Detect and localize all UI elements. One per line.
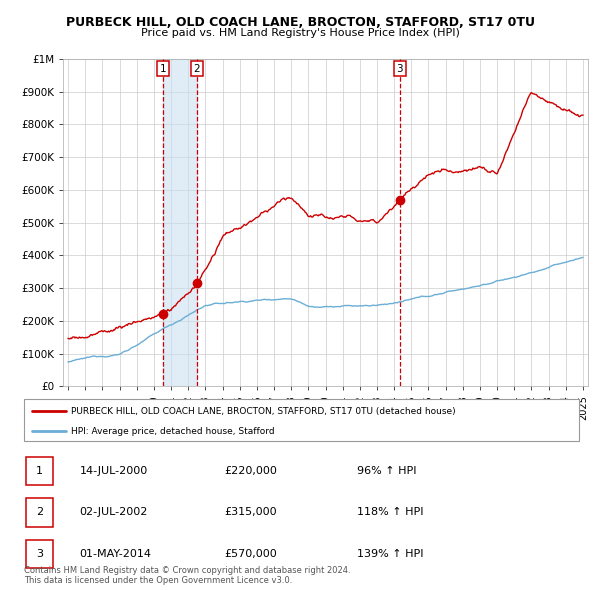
Text: 1: 1 <box>160 64 167 74</box>
Text: Price paid vs. HM Land Registry's House Price Index (HPI): Price paid vs. HM Land Registry's House … <box>140 28 460 38</box>
Text: 2: 2 <box>36 507 43 517</box>
Text: PURBECK HILL, OLD COACH LANE, BROCTON, STAFFORD, ST17 0TU (detached house): PURBECK HILL, OLD COACH LANE, BROCTON, S… <box>71 407 456 416</box>
Text: 3: 3 <box>397 64 403 74</box>
Text: £220,000: £220,000 <box>224 466 277 476</box>
Text: 02-JUL-2002: 02-JUL-2002 <box>79 507 148 517</box>
Text: 14-JUL-2000: 14-JUL-2000 <box>79 466 148 476</box>
Text: 96% ↑ HPI: 96% ↑ HPI <box>357 466 416 476</box>
Text: 2: 2 <box>194 64 200 74</box>
Text: 3: 3 <box>36 549 43 559</box>
Text: £570,000: £570,000 <box>224 549 277 559</box>
Text: £315,000: £315,000 <box>224 507 277 517</box>
Text: 1: 1 <box>36 466 43 476</box>
Text: HPI: Average price, detached house, Stafford: HPI: Average price, detached house, Staf… <box>71 427 275 436</box>
Text: This data is licensed under the Open Government Licence v3.0.: This data is licensed under the Open Gov… <box>24 576 292 585</box>
FancyBboxPatch shape <box>26 499 53 526</box>
FancyBboxPatch shape <box>26 540 53 568</box>
FancyBboxPatch shape <box>24 399 579 441</box>
FancyBboxPatch shape <box>26 457 53 485</box>
Text: 01-MAY-2014: 01-MAY-2014 <box>79 549 151 559</box>
Text: PURBECK HILL, OLD COACH LANE, BROCTON, STAFFORD, ST17 0TU: PURBECK HILL, OLD COACH LANE, BROCTON, S… <box>65 16 535 29</box>
Text: 118% ↑ HPI: 118% ↑ HPI <box>357 507 424 517</box>
Text: Contains HM Land Registry data © Crown copyright and database right 2024.: Contains HM Land Registry data © Crown c… <box>24 566 350 575</box>
Bar <box>163 59 197 386</box>
Text: 139% ↑ HPI: 139% ↑ HPI <box>357 549 424 559</box>
